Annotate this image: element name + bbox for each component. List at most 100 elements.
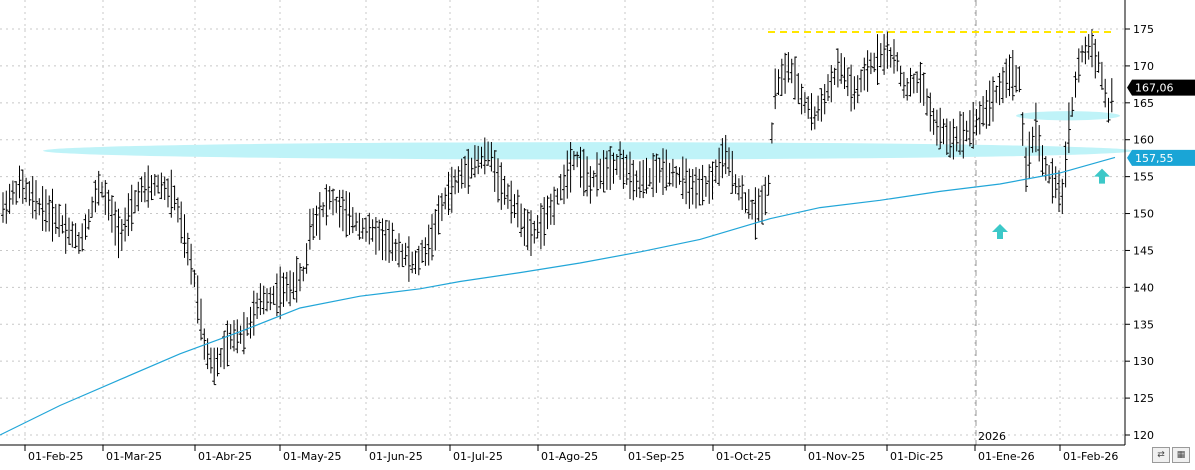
ohlc-bar (1010, 49, 1015, 101)
ma-price-label-bg (1127, 149, 1195, 166)
ohlc-bar (1096, 51, 1101, 73)
ohlc-bar (60, 215, 65, 234)
ohlc-bar (806, 96, 811, 119)
ohlc-bar (304, 243, 309, 274)
ohlc-bar (492, 150, 497, 192)
ohlc-bar (10, 180, 15, 205)
ohlc-bar (357, 212, 362, 240)
ohlc-bar (707, 164, 712, 204)
ohlc-bar (859, 69, 863, 93)
ohlc-bar (37, 198, 42, 216)
ohlc-bar (608, 146, 613, 191)
ohlc-bar (103, 180, 108, 215)
ohlc-bar (984, 89, 989, 129)
x-tick-label: 01-Feb-25 (28, 450, 83, 463)
ohlc-bar (611, 152, 616, 184)
ohlc-bar (670, 158, 675, 187)
ohlc-bar (156, 174, 161, 194)
ohlc-bar (654, 153, 659, 193)
ohlc-bar (212, 347, 217, 386)
ohlc-bar (482, 137, 487, 175)
ohlc-bar (733, 174, 738, 194)
ohlc-bar (730, 150, 735, 194)
ohlc-bar (565, 150, 570, 199)
ohlc-bar (83, 214, 88, 240)
ohlc-bar (684, 158, 689, 205)
ohlc-bar (479, 146, 484, 169)
ohlc-bar (268, 287, 273, 311)
ohlc-bar (997, 72, 1002, 106)
ohlc-bar (763, 176, 768, 216)
x-tick-label: 01-Jun-25 (369, 450, 423, 463)
ohlc-bar (595, 152, 599, 197)
ohlc-bar (340, 189, 345, 232)
y-tick-label: 160 (1133, 134, 1154, 147)
ohlc-bar (344, 191, 349, 238)
ohlc-bar (826, 74, 830, 102)
ohlc-bar (4, 190, 9, 224)
ohlc-bar (1090, 28, 1094, 68)
ohlc-bar (1027, 131, 1032, 180)
ohlc-bar (1040, 145, 1045, 177)
ohlc-bar (951, 118, 956, 160)
ohlc-bar (449, 166, 454, 213)
ohlc-bar (736, 178, 741, 201)
ohlc-bar (1070, 97, 1075, 117)
ohlc-bar (938, 107, 943, 150)
ohlc-bar (162, 176, 167, 201)
ohlc-bar (786, 52, 791, 83)
y-tick-label: 120 (1133, 429, 1154, 442)
ohlc-bar (255, 292, 260, 319)
grid-icon[interactable]: ▦ (1172, 447, 1190, 463)
ohlc-bar (403, 242, 408, 266)
ma-price-label: 157,55 (1135, 152, 1174, 165)
ohlc-bar (47, 195, 52, 232)
ohlc-bar (525, 209, 530, 251)
ohlc-bar (119, 219, 124, 251)
ohlc-bar (1063, 141, 1068, 188)
ohlc-bar (664, 149, 669, 191)
ohlc-bar (987, 80, 992, 126)
ohlc-bar (974, 108, 979, 136)
ohlc-bar (377, 219, 382, 251)
ohlc-bar (76, 232, 81, 254)
support-zone-2 (1016, 111, 1120, 121)
ohlc-bar (1020, 112, 1025, 146)
ohlc-bar (799, 83, 804, 115)
ohlc-bar (1047, 165, 1052, 184)
ohlc-bar (750, 199, 755, 220)
arrows-icon[interactable]: ⇄ (1152, 447, 1170, 463)
ohlc-bar (439, 193, 444, 222)
ohlc-bar (298, 263, 302, 292)
ohlc-bar (981, 95, 986, 127)
ohlc-bar (433, 209, 438, 251)
ohlc-bar (499, 162, 504, 210)
ohlc-bar (911, 73, 916, 94)
ohlc-bar (235, 319, 240, 354)
ohlc-bar (535, 215, 540, 239)
ohlc-bar (172, 185, 177, 211)
ohlc-bar (106, 189, 111, 221)
y-tick-label: 150 (1133, 208, 1154, 221)
ohlc-bar (453, 169, 458, 195)
ohlc-bar (677, 167, 682, 185)
ohlc-bar (80, 223, 85, 252)
ohlc-bar (624, 154, 629, 185)
ohlc-bar (152, 174, 157, 196)
ohlc-bar (364, 217, 368, 242)
ohlc-bar (522, 208, 527, 246)
ohlc-bar (552, 186, 557, 226)
ohlc-bar (944, 118, 949, 155)
ohlc-bar (195, 275, 200, 324)
x-tick-label: 01-Ago-25 (541, 450, 598, 463)
y-tick-label: 125 (1133, 392, 1154, 405)
ohlc-bar (769, 122, 774, 144)
ohlc-bar (898, 65, 903, 87)
ohlc-bar (793, 56, 797, 100)
ohlc-bar (915, 71, 920, 93)
ohlc-bar (796, 73, 801, 105)
ohlc-bar (720, 138, 725, 179)
ohlc-bar (225, 320, 230, 367)
ohlc-bar (816, 95, 821, 121)
ohlc-bar (311, 208, 316, 241)
